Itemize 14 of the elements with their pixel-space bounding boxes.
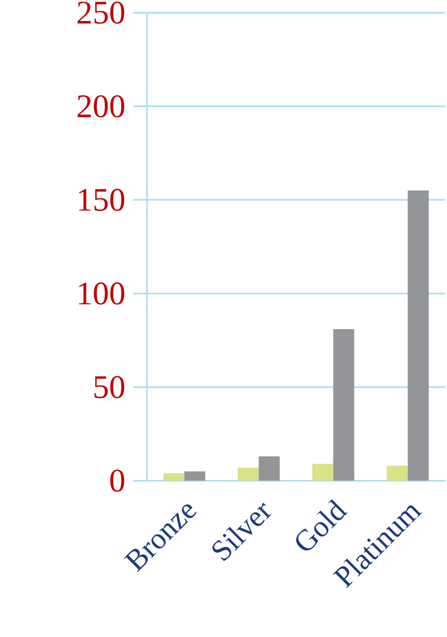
y-tick-label: 200 <box>78 95 124 118</box>
bar <box>238 468 259 481</box>
y-tick-label: 250 <box>78 2 124 24</box>
bar <box>184 471 206 481</box>
bar <box>312 464 334 481</box>
bar <box>408 190 429 481</box>
bar <box>163 473 184 481</box>
y-tick-label: 150 <box>79 188 124 211</box>
bar <box>333 329 354 481</box>
y-tick-label: 100 <box>79 282 124 305</box>
bar <box>386 466 408 481</box>
bar <box>258 456 280 481</box>
y-tick-label: 50 <box>94 376 124 398</box>
y-tick-label: 0 <box>110 470 124 492</box>
